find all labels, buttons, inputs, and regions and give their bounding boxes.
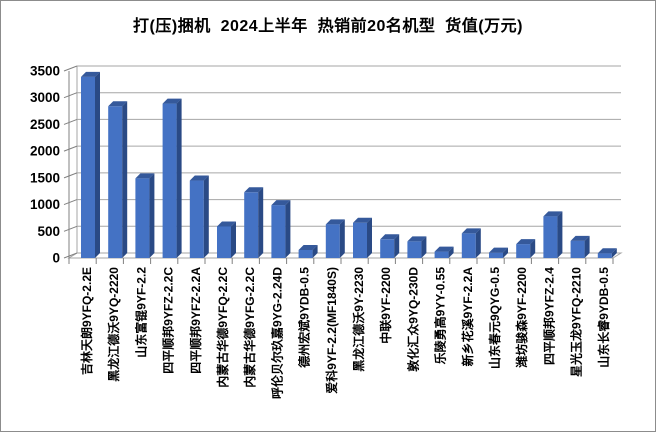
category-label: 中联9YF-2200 xyxy=(378,267,393,344)
y-tick xyxy=(64,119,77,124)
category-label: 内蒙古华德9YFQ-2.2C xyxy=(215,267,230,388)
bar xyxy=(380,234,399,258)
category-label: 敦化汇众9YQ-230D xyxy=(405,267,420,372)
bar xyxy=(271,200,290,258)
bar-side xyxy=(231,221,236,258)
category-label: 潍坊骏森9YF-2200 xyxy=(514,267,529,369)
category-label: 山东富锟9YF-2.2 xyxy=(133,267,148,358)
category-label: 德州宏斌9YDB-0.5 xyxy=(297,267,312,368)
category-label: 内蒙古华德9YFG-2.2C xyxy=(242,267,257,388)
category-label: 新乡花溪9YF-2.2A xyxy=(460,267,475,367)
bar-side xyxy=(476,228,481,258)
category-label: 黑龙江德沃9Y-2230 xyxy=(351,267,366,372)
bar-side xyxy=(204,176,209,258)
y-tick xyxy=(64,173,77,178)
bar-front xyxy=(543,216,557,258)
bar xyxy=(516,239,535,258)
bar-front xyxy=(380,239,394,258)
category-label: 四平顺邦9YFZ-2.2A xyxy=(188,267,203,374)
bar-side xyxy=(367,218,372,258)
bar-side xyxy=(149,173,154,258)
y-tick-label: 1500 xyxy=(30,170,60,185)
bar-side xyxy=(258,187,263,258)
y-tick xyxy=(64,93,77,98)
y-tick xyxy=(64,66,77,71)
bar xyxy=(462,228,481,258)
category-label: 四平顺邦9YFZ-2.4 xyxy=(541,267,556,365)
y-tick-label: 3500 xyxy=(30,64,60,79)
bar-front xyxy=(516,244,530,258)
y-tick-label: 500 xyxy=(37,224,60,239)
bar-side xyxy=(557,211,562,258)
bar-side xyxy=(122,101,127,258)
bar-side xyxy=(95,72,100,258)
category-label: 呼伦贝尔玖嘉9YG-2.24D xyxy=(269,267,284,399)
bar-front xyxy=(571,241,585,258)
bar xyxy=(543,211,562,258)
bar-front xyxy=(299,250,313,258)
bar xyxy=(244,187,263,258)
bar-front xyxy=(163,104,177,258)
bar xyxy=(571,236,590,258)
y-tick-label: 2000 xyxy=(30,144,60,159)
category-label: 乐陵勇高9YY-0.55 xyxy=(433,267,448,365)
bar-front xyxy=(81,77,95,258)
bar-side xyxy=(285,200,290,258)
category-label: 山东长睿9YDB-0.5 xyxy=(596,267,611,368)
bar-side xyxy=(177,99,182,258)
bar-front xyxy=(407,241,421,258)
bar xyxy=(217,221,236,258)
bar-front xyxy=(326,224,340,258)
y-tick xyxy=(64,226,77,231)
y-tick-label: 0 xyxy=(52,251,60,266)
y-tick-label: 3000 xyxy=(30,90,60,105)
category-label: 吉林天朗9YFQ-2.2E xyxy=(79,267,94,375)
category-label: 黑龙江德沃9YQ-2220 xyxy=(106,267,121,382)
bar-side xyxy=(340,219,345,258)
bar-front xyxy=(271,205,285,258)
category-label: 四平顺邦9YFZ-2.2C xyxy=(161,267,176,374)
category-label: 山东春元9QYG-0.5 xyxy=(487,267,502,369)
bar-front xyxy=(598,253,612,258)
bar xyxy=(108,101,127,258)
bar xyxy=(190,176,209,258)
bar-front xyxy=(244,192,258,258)
bar-front xyxy=(435,252,449,258)
bar-front xyxy=(190,181,204,258)
category-label: 爱科9YF-2.2(MF1840S) xyxy=(324,267,339,394)
category-label: 星光玉龙9YFQ-2210 xyxy=(569,267,584,377)
bar xyxy=(81,72,100,258)
bar-front xyxy=(353,223,367,258)
bar-front xyxy=(462,233,476,258)
bar xyxy=(353,218,372,258)
bar-front xyxy=(217,226,231,258)
y-tick-label: 1000 xyxy=(30,197,60,212)
bar-front xyxy=(489,253,503,258)
y-tick xyxy=(64,200,77,205)
bar-front xyxy=(108,106,122,258)
y-tick xyxy=(64,146,77,151)
bar xyxy=(407,236,426,258)
bar xyxy=(326,219,345,258)
bar xyxy=(135,173,154,258)
y-tick-label: 2500 xyxy=(30,117,60,132)
bar-front xyxy=(135,178,149,258)
bar xyxy=(163,99,182,258)
